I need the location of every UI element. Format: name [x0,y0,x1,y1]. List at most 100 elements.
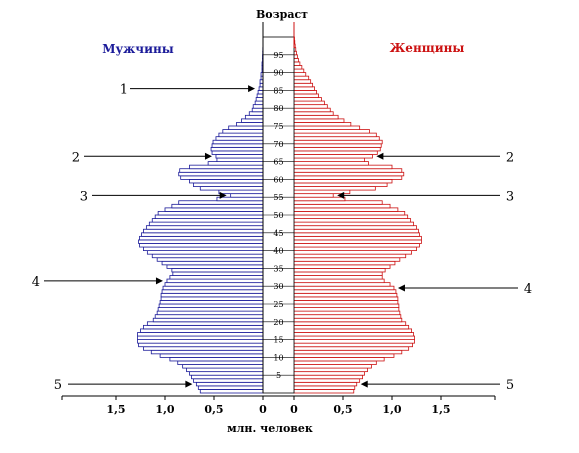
female-bar [293,139,383,145]
female-bar [293,346,410,351]
female-bar [293,239,422,244]
male-bar [171,203,264,209]
age-tick-label: 35 [273,264,283,273]
male-bar [159,353,264,358]
male-bar [177,360,264,365]
female-bar [293,154,373,159]
age-tick-label: 85 [273,86,283,95]
male-bar [241,118,264,123]
female-bar [293,214,409,219]
female-bar [293,61,301,66]
annotation-arrowhead [337,191,345,199]
male-bar [160,292,264,298]
female-bar [293,385,356,390]
annotation-number: 1 [120,83,128,98]
male-bar [211,150,264,155]
male-bar [143,246,264,251]
male-bar [230,193,264,198]
male-bar [193,378,264,383]
annotation-arrowhead [360,380,368,388]
female-bar [293,225,417,230]
male-bar [178,171,264,177]
male-bar [152,317,264,323]
male-bar [169,275,264,280]
male-bar [139,235,264,241]
male-bar [145,225,264,230]
female-bar [293,339,415,344]
annotation-number: 3 [80,189,88,204]
male-bar [157,307,264,312]
male-bar [139,243,264,248]
female-bar [293,203,391,209]
female-bar [293,111,334,116]
female-bar [293,278,385,284]
male-bar [218,189,264,195]
female-bar [293,97,322,102]
male-bar [137,332,264,337]
x-tick-label-right: 1,0 [382,403,401,416]
male-bar [255,97,264,102]
male-bar [143,324,264,330]
male-bar [248,111,264,116]
annotations: 12 23 34 45 5 [32,83,532,393]
female-bar [293,132,377,138]
female-bar [293,246,417,251]
female-bar [293,68,305,74]
female-bar [293,253,407,259]
female-bar [293,65,303,70]
female-bar [293,100,325,106]
female-bar [293,86,315,91]
age-tick-label: 90 [273,69,283,78]
female-bar [293,122,352,127]
female-bar [293,150,378,155]
female-bar [293,378,361,383]
annotation-arrowhead [376,152,384,160]
age-tick-label: 20 [273,318,283,327]
age-tick-label: 25 [273,300,283,309]
male-bar [210,146,264,152]
male-bar [189,164,264,170]
x-tick-label-right: 0,5 [333,403,352,416]
male-bar [191,374,264,380]
female-bar [293,143,382,148]
male-bar [212,139,264,145]
male-bar [193,182,264,187]
x-tick-label-left: 1,0 [155,403,174,416]
age-tick-label: 55 [273,193,283,202]
male-bar [207,161,264,166]
age-tick-label: 40 [273,247,283,256]
x-axis: 0 0 0,5 0,5 1,0 1,0 1,5 1,5 [61,395,496,416]
female-bar [293,374,363,380]
male-bar [189,178,264,184]
annotation-number: 5 [506,378,514,393]
female-bar [293,360,377,365]
female-bar [293,310,401,316]
female-bar [293,314,402,319]
female-bar [293,90,317,95]
annotation-arrowhead [185,380,193,388]
male-bar [162,285,264,291]
male-bar [236,122,264,127]
age-tick-label: 65 [273,158,283,167]
female-bar [293,175,403,180]
male-bar [151,253,264,259]
female-bar [293,292,398,298]
females-legend-label: Женщины [390,41,465,55]
male-bar [256,93,264,98]
female-bar [293,332,414,337]
female-bar [293,264,391,269]
male-bar [180,175,264,180]
female-bar [293,296,399,301]
age-column: 5 10 15 20 25 30 35 40 45 50 55 60 65 70 75 80 85 90 95 [262,22,295,394]
female-bar [293,189,351,195]
female-bar [293,389,355,394]
female-bar [293,75,310,81]
female-bar [293,267,386,273]
male-bar [215,154,264,159]
female-bar [293,371,365,376]
female-bars [293,36,422,394]
male-bar [137,335,264,341]
male-bar [146,321,264,326]
female-bar [293,157,365,162]
male-bar [143,346,264,351]
